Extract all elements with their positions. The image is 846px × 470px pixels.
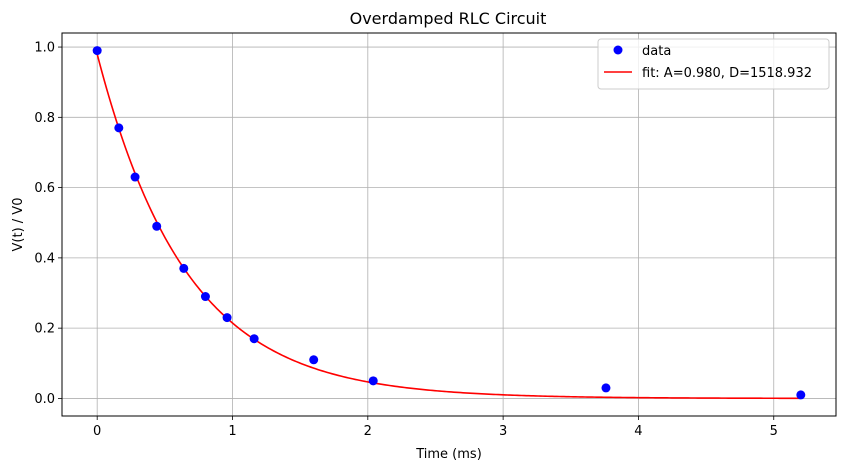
- data-point: [796, 390, 806, 400]
- y-tick-label: 1.0: [34, 41, 55, 56]
- data-point: [114, 123, 124, 133]
- data-point: [222, 313, 232, 323]
- fit-line: [96, 53, 801, 400]
- data-point: [309, 355, 319, 365]
- fit-line-layer: [96, 53, 801, 400]
- y-tick-label: 0.2: [34, 322, 55, 337]
- x-tick-label: 0: [93, 424, 101, 439]
- y-axis-label: V(t) / V0: [11, 198, 26, 252]
- data-points-layer: [92, 46, 806, 400]
- legend-data-label: data: [642, 44, 671, 59]
- data-point: [130, 172, 140, 182]
- plot-frame: [61, 32, 837, 417]
- legend: data fit: A=0.980, D=1518.932: [597, 38, 830, 90]
- x-axis-label: Time (ms): [415, 447, 482, 462]
- chart-title: Overdamped RLC Circuit: [350, 9, 547, 28]
- y-tick-label: 0.4: [34, 251, 55, 266]
- x-tick-label: 1: [228, 424, 236, 439]
- data-point: [200, 292, 210, 302]
- x-tick-label: 3: [499, 424, 507, 439]
- x-axis-ticks: 0 1 2 3 4 5: [93, 416, 778, 439]
- y-axis-ticks: 0.0 0.2 0.4 0.6 0.8 1.0: [34, 41, 62, 407]
- y-tick-label: 0.0: [34, 392, 55, 407]
- y-tick-label: 0.8: [34, 111, 55, 126]
- x-tick-label: 4: [634, 424, 642, 439]
- legend-box: [597, 38, 830, 90]
- legend-fit-label: fit: A=0.980, D=1518.932: [642, 66, 812, 81]
- data-point: [92, 46, 102, 56]
- data-point: [249, 334, 259, 344]
- y-tick-label: 0.6: [34, 181, 55, 196]
- data-point: [179, 263, 189, 273]
- data-point: [601, 383, 611, 393]
- data-point: [152, 221, 162, 231]
- x-tick-label: 5: [770, 424, 778, 439]
- data-point: [368, 376, 378, 386]
- x-tick-label: 2: [364, 424, 372, 439]
- legend-data-marker: [613, 45, 623, 55]
